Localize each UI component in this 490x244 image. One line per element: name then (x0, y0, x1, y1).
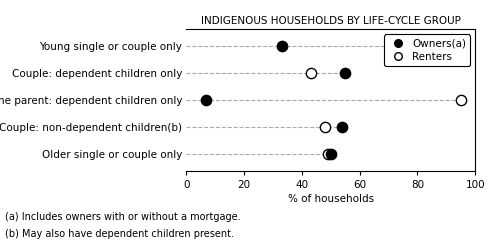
Title: INDIGENOUS HOUSEHOLDS BY LIFE-CYCLE GROUP: INDIGENOUS HOUSEHOLDS BY LIFE-CYCLE GROU… (201, 16, 461, 26)
X-axis label: % of households: % of households (288, 194, 374, 204)
Point (327, 152, 335, 156)
Point (321, 125, 329, 129)
Point (341, 71, 349, 75)
Point (202, 98, 210, 102)
Point (307, 71, 315, 75)
Point (339, 125, 346, 129)
Point (457, 98, 465, 102)
Point (408, 44, 416, 48)
Point (324, 152, 332, 156)
Text: (b) May also have dependent children present.: (b) May also have dependent children pre… (5, 229, 234, 239)
Text: (a) Includes owners with or without a mortgage.: (a) Includes owners with or without a mo… (5, 212, 241, 222)
Point (278, 44, 286, 48)
Legend: Owners(a), Renters: Owners(a), Renters (384, 34, 470, 66)
